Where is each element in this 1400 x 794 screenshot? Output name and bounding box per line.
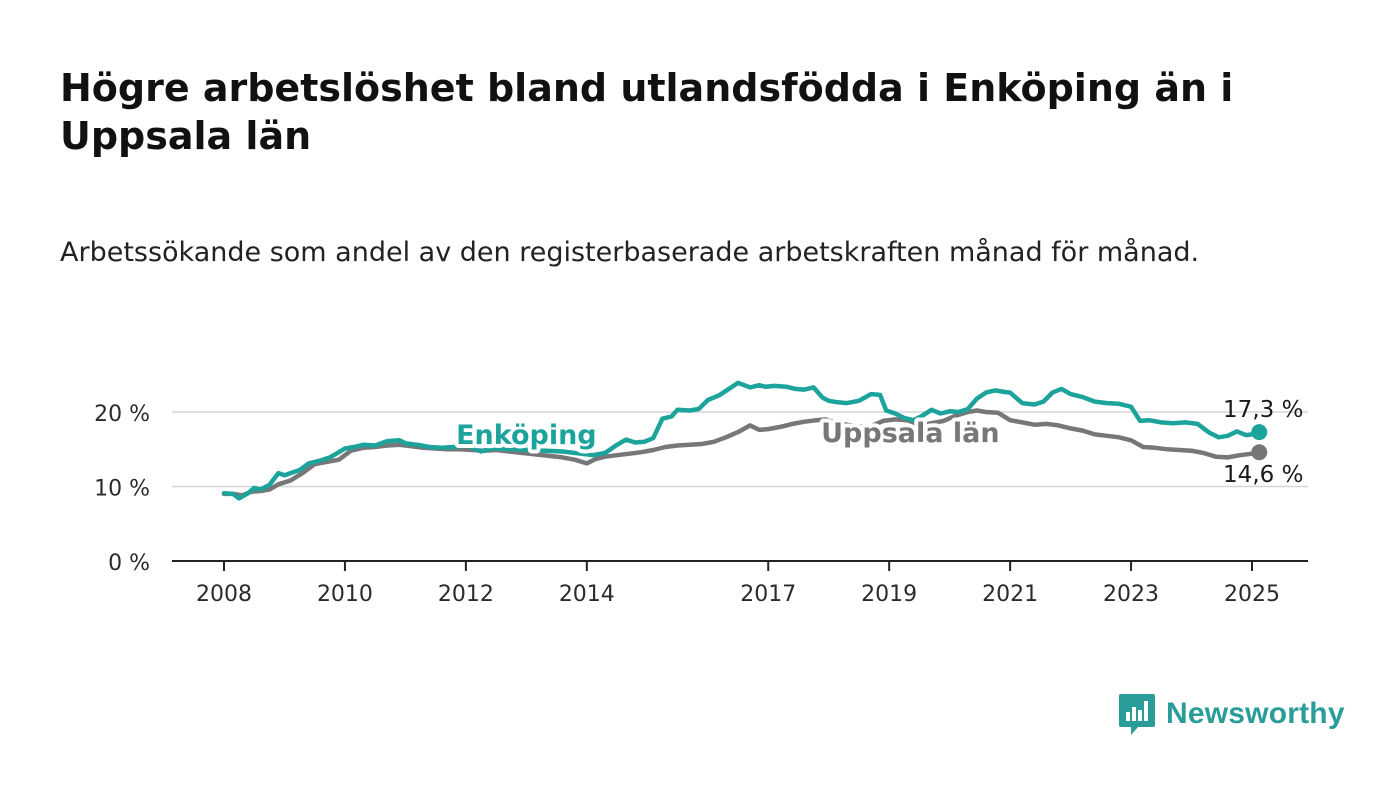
y-tick-label: 0 % xyxy=(108,551,150,576)
series-lines xyxy=(221,380,1268,501)
x-tick-label: 2014 xyxy=(559,582,615,607)
x-tick-label: 2008 xyxy=(196,582,252,607)
y-tick-label: 10 % xyxy=(94,477,150,502)
newsworthy-icon xyxy=(1119,694,1155,735)
series-label-enkoping: Enköping xyxy=(456,420,597,451)
brand-name: Newsworthy xyxy=(1166,697,1345,730)
chart-title: Högre arbetslöshet bland utlandsfödda i … xyxy=(60,66,1234,158)
newsworthy-logo[interactable]: Newsworthy xyxy=(1118,690,1345,738)
end-point-uppsala-lan xyxy=(1251,444,1268,461)
end-point-enkoping xyxy=(1251,424,1268,441)
series-label-uppsala-lan: Uppsala län xyxy=(821,418,999,449)
x-tick-label: 2023 xyxy=(1103,582,1159,607)
x-tick-label: 2021 xyxy=(982,582,1038,607)
x-axis: 2008 2010 2012 2014 2017 2019 2021 2023 2025 xyxy=(172,560,1308,607)
series-label-halo: Uppsala län xyxy=(821,418,999,449)
x-tick-label: 2012 xyxy=(438,582,494,607)
gridlines: 0 % 10 % 20 % xyxy=(94,402,1308,576)
end-value-label-enkoping: 17,3 % xyxy=(1223,397,1303,423)
series-line-uppsala-lan xyxy=(221,408,1262,498)
end-value-label-uppsala-lan: 14,6 % xyxy=(1223,462,1303,488)
x-tick-label: 2017 xyxy=(740,582,796,607)
y-tick-label: 20 % xyxy=(94,402,150,427)
series-line-enkoping xyxy=(221,380,1262,501)
x-tick-label: 2010 xyxy=(317,582,373,607)
series-label-halo: Enköping xyxy=(456,420,597,451)
x-tick-label: 2019 xyxy=(861,582,917,607)
chart-subtitle: Arbetssökande som andel av den registerb… xyxy=(60,237,1200,268)
x-tick-label: 2025 xyxy=(1224,582,1280,607)
